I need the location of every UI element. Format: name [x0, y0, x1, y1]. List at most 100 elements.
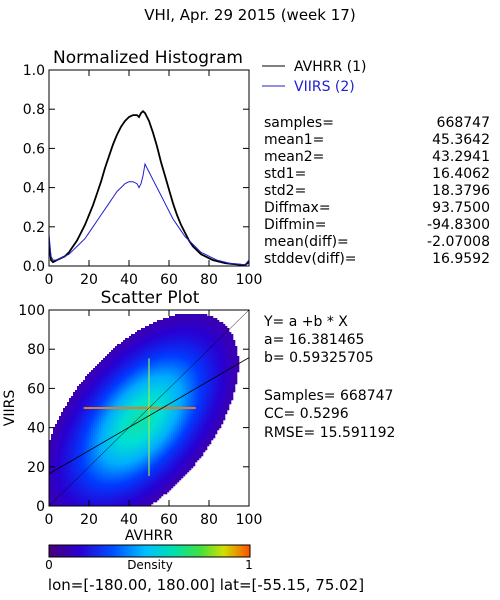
density-cell	[95, 496, 98, 499]
density-cell	[141, 416, 144, 419]
density-cell	[127, 476, 130, 479]
density-cell	[85, 478, 88, 481]
density-cell	[143, 494, 146, 497]
density-cell	[123, 386, 126, 389]
density-cell	[87, 436, 90, 439]
density-cell	[89, 488, 92, 491]
density-cell	[167, 322, 170, 325]
density-cell	[85, 476, 88, 479]
density-cell	[111, 450, 114, 453]
density-cell	[127, 350, 130, 353]
density-cell	[163, 368, 166, 371]
density-cell	[97, 452, 100, 455]
density-cell	[127, 502, 130, 505]
density-cell	[139, 368, 142, 371]
density-cell	[165, 424, 168, 427]
density-cell	[145, 378, 148, 381]
density-cell	[175, 360, 178, 363]
density-cell	[77, 466, 80, 469]
density-cell	[81, 446, 84, 449]
density-cell	[119, 422, 122, 425]
density-cell	[125, 450, 128, 453]
density-cell	[91, 370, 94, 373]
density-cell	[109, 396, 112, 399]
density-cell	[151, 496, 154, 499]
density-cell	[149, 458, 152, 461]
density-cell	[55, 502, 58, 505]
density-cell	[127, 442, 130, 445]
density-cell	[149, 400, 152, 403]
density-cell	[153, 414, 156, 417]
density-cell	[93, 418, 96, 421]
density-cell	[179, 422, 182, 425]
density-cell	[95, 428, 98, 431]
density-cell	[99, 486, 102, 489]
density-cell	[63, 426, 66, 429]
density-cell	[115, 352, 118, 355]
density-cell	[61, 488, 64, 491]
density-cell	[89, 426, 92, 429]
density-cell	[87, 380, 90, 383]
density-cell	[161, 476, 164, 479]
density-cell	[107, 368, 110, 371]
density-cell	[151, 434, 154, 437]
density-cell	[149, 438, 152, 441]
density-cell	[181, 352, 184, 355]
density-cell	[165, 340, 168, 343]
density-cell	[101, 424, 104, 427]
density-cell	[103, 474, 106, 477]
density-cell	[149, 468, 152, 471]
density-cell	[153, 418, 156, 421]
density-cell	[127, 414, 130, 417]
density-cell	[161, 404, 164, 407]
density-cell	[125, 500, 128, 503]
density-cell	[93, 462, 96, 465]
density-cell	[151, 492, 154, 495]
density-cell	[141, 428, 144, 431]
density-cell	[137, 332, 140, 335]
density-cell	[177, 416, 180, 419]
density-cell	[165, 448, 168, 451]
density-cell	[115, 440, 118, 443]
density-cell	[129, 378, 132, 381]
density-cell	[135, 502, 138, 505]
density-cell	[83, 502, 86, 505]
density-cell	[173, 336, 176, 339]
density-cell	[141, 368, 144, 371]
density-cell	[81, 390, 84, 393]
density-cell	[75, 462, 78, 465]
density-cell	[153, 338, 156, 341]
density-cell	[123, 466, 126, 469]
density-cell	[75, 448, 78, 451]
histogram-y-tick-label: 0.2	[23, 220, 45, 236]
density-cell	[141, 438, 144, 441]
density-cell	[139, 436, 142, 439]
density-cell	[117, 478, 120, 481]
density-cell	[59, 460, 62, 463]
density-cell	[107, 450, 110, 453]
density-cell	[135, 412, 138, 415]
density-cell	[123, 448, 126, 451]
density-cell	[97, 402, 100, 405]
density-cell	[61, 428, 64, 431]
density-cell	[111, 402, 114, 405]
density-cell	[115, 470, 118, 473]
density-cell	[55, 446, 58, 449]
density-cell	[143, 340, 146, 343]
density-cell	[173, 332, 176, 335]
density-cell	[85, 486, 88, 489]
density-cell	[175, 434, 178, 437]
density-cell	[107, 458, 110, 461]
density-cell	[97, 384, 100, 387]
density-cell	[131, 460, 134, 463]
density-cell	[63, 478, 66, 481]
density-cell	[125, 372, 128, 375]
density-cell	[67, 502, 70, 505]
density-cell	[95, 494, 98, 497]
density-cell	[79, 418, 82, 421]
density-cell	[81, 492, 84, 495]
density-cell	[71, 448, 74, 451]
density-cell	[179, 382, 182, 385]
density-cell	[163, 364, 166, 367]
density-cell	[169, 340, 172, 343]
